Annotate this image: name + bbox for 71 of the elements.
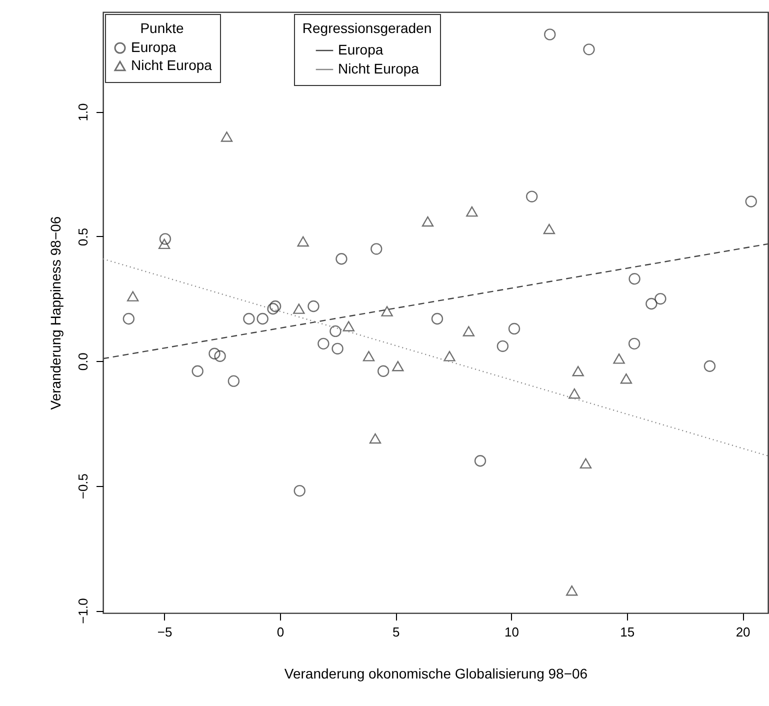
point	[377, 365, 390, 377]
point	[392, 360, 404, 372]
annotation: Regressionsgeraden	[302, 20, 432, 36]
point	[381, 306, 393, 316]
legend-label: Nicht Europa	[338, 60, 420, 76]
point	[294, 484, 306, 497]
point	[269, 300, 282, 312]
point	[572, 366, 584, 376]
point	[580, 458, 592, 469]
point	[613, 353, 625, 364]
point	[543, 224, 556, 234]
x-tick-label: 5	[392, 624, 400, 640]
x-tick-label: −5	[157, 624, 172, 640]
point	[158, 238, 170, 250]
point	[628, 338, 640, 350]
point	[544, 28, 556, 40]
point	[474, 455, 486, 467]
point	[496, 340, 509, 352]
point	[267, 302, 279, 315]
point	[332, 342, 344, 354]
x-axis-title: Veranderung okonomische Globalisierung 98−06	[284, 666, 588, 682]
y-tick-label: −1.0	[76, 598, 90, 624]
point	[566, 585, 578, 596]
point	[646, 298, 658, 310]
point	[192, 365, 204, 377]
point	[583, 44, 595, 56]
legend-label: Nicht Europa	[131, 57, 212, 73]
point	[745, 196, 757, 208]
point	[369, 433, 382, 444]
point	[220, 132, 233, 142]
y-tick-label: 0.5	[76, 228, 90, 246]
point	[568, 388, 580, 399]
x-tick-label: 10	[504, 624, 519, 640]
point	[214, 350, 226, 362]
point	[526, 190, 538, 202]
y-axis-title: Veranderung Happiness 98−06	[48, 216, 64, 410]
point	[318, 338, 330, 350]
point	[444, 351, 456, 362]
point	[336, 253, 348, 265]
point	[370, 243, 382, 255]
x-tick-label: 15	[620, 624, 635, 640]
point	[431, 312, 444, 325]
y-tick-label: −0.5	[76, 473, 90, 500]
point	[293, 304, 305, 314]
point	[256, 312, 268, 325]
legend-label: Europa	[131, 39, 176, 55]
point	[620, 373, 632, 384]
point	[422, 216, 434, 227]
y-tick-label: 1.0	[76, 103, 90, 122]
point	[342, 321, 354, 332]
point	[330, 325, 342, 338]
point	[466, 206, 478, 217]
point	[208, 348, 220, 360]
point	[362, 351, 375, 362]
point	[228, 375, 240, 387]
point	[297, 236, 309, 247]
point	[654, 292, 666, 305]
point	[243, 312, 255, 325]
point	[159, 233, 172, 245]
point	[308, 300, 320, 312]
point	[126, 291, 139, 302]
point	[508, 322, 520, 335]
legend-label: Europa	[338, 42, 384, 58]
y-tick-label: 0.0	[76, 352, 90, 371]
legend-title: Punkte	[140, 20, 184, 36]
x-tick-label: 0	[276, 624, 284, 640]
point	[628, 273, 640, 285]
point	[122, 312, 135, 325]
point	[704, 360, 716, 372]
x-tick-label: 20	[736, 624, 750, 640]
point	[462, 326, 475, 336]
